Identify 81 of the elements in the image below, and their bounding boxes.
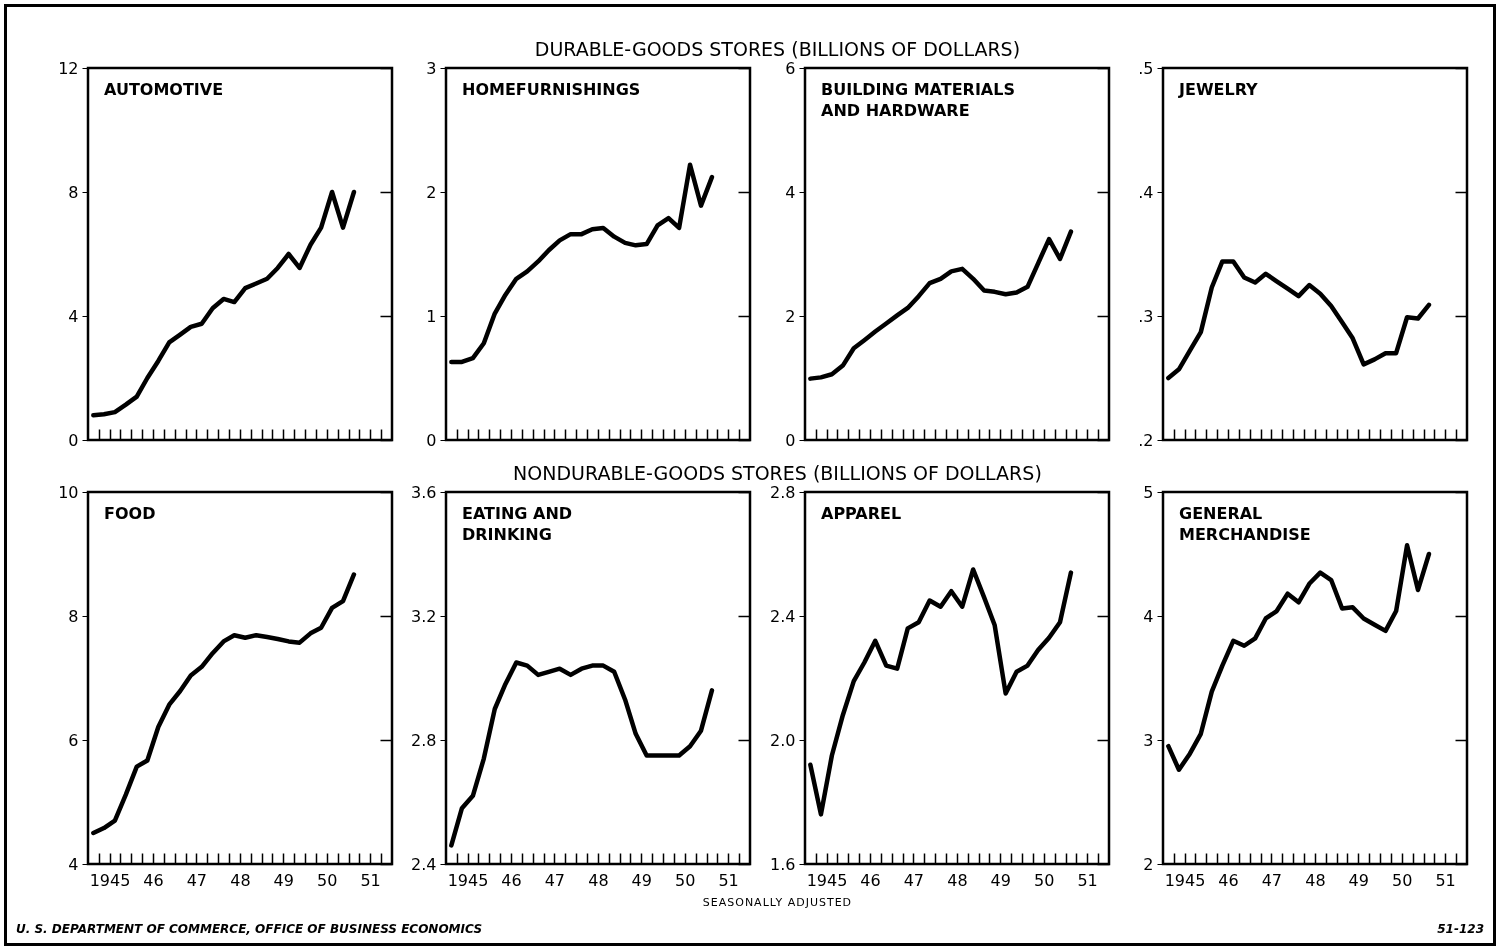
- x-tick-label: 50: [1391, 870, 1413, 890]
- x-tick-label: 51: [360, 870, 381, 890]
- y-tick-label: .2: [1138, 430, 1154, 450]
- x-tick-label: 1945: [89, 870, 131, 890]
- line-series: [449, 162, 715, 365]
- x-tick-label: 49: [273, 870, 294, 890]
- line-series: [1165, 259, 1432, 381]
- y-tick-label: 2.0: [769, 730, 796, 750]
- y-tick-label: 4: [1143, 606, 1154, 626]
- y-tick-label: 4: [784, 182, 796, 202]
- y-tick-label: 3.6: [411, 482, 437, 502]
- y-tick-label: 0: [784, 430, 796, 450]
- line-series: [1165, 543, 1432, 773]
- y-tick-label: 8: [68, 606, 79, 626]
- text: NONDURABLE-GOODS STORES (BILLIONS OF DOLLARS): [512, 462, 1043, 484]
- line-series: [807, 229, 1073, 381]
- x-tick-label: 46: [859, 870, 881, 890]
- x-tick-label: 50: [1033, 870, 1054, 890]
- y-tick-label: 2.4: [769, 606, 796, 626]
- y-tick-label: 2.8: [411, 730, 437, 750]
- x-tick-label: 47: [1261, 870, 1282, 890]
- text: AUTOMOTIVE: [104, 80, 224, 99]
- y-tick-label: 4: [68, 854, 79, 874]
- y-tick-label: 2: [1143, 854, 1154, 874]
- text: APPAREL: [820, 504, 901, 523]
- text: 51-123: [1437, 922, 1484, 936]
- y-tick-label: 6: [784, 58, 796, 78]
- y-tick-label: 10: [58, 482, 79, 502]
- text: JEWELRY: [1177, 80, 1258, 99]
- x-tick-label: 47: [544, 870, 566, 890]
- y-tick-label: 2: [426, 182, 437, 202]
- x-tick-label: 1945: [1164, 870, 1206, 890]
- y-tick-label: 4: [68, 306, 79, 326]
- y-tick-label: 1.6: [769, 854, 796, 874]
- text: BUILDING MATERIALS AND HARDWARE: [820, 80, 1015, 120]
- y-tick-label: 1: [426, 306, 437, 326]
- text: HOMEFURNISHINGS: [462, 80, 641, 99]
- y-tick-label: 12: [58, 58, 79, 78]
- text: EATING AND DRINKING: [462, 504, 573, 544]
- y-tick-label: 3.2: [411, 606, 437, 626]
- x-tick-label: 46: [501, 870, 522, 890]
- x-tick-label: 51: [1077, 870, 1098, 890]
- y-tick-label: 2: [784, 306, 796, 326]
- x-tick-label: 1945: [447, 870, 489, 890]
- y-tick-label: 3: [1143, 730, 1154, 750]
- text: DURABLE-GOODS STORES (BILLIONS OF DOLLARS): [533, 38, 1022, 60]
- y-tick-label: 6: [68, 730, 79, 750]
- line-series: [91, 572, 357, 836]
- x-tick-label: 49: [631, 870, 653, 890]
- x-tick-label: 50: [675, 870, 696, 890]
- y-tick-label: 2.8: [769, 482, 796, 502]
- x-tick-label: 48: [946, 870, 968, 890]
- y-tick-label: 8: [68, 182, 79, 202]
- y-tick-label: 0: [68, 430, 79, 450]
- y-tick-label: 3: [426, 58, 437, 78]
- y-tick-label: 0: [426, 430, 437, 450]
- line-series: [807, 567, 1073, 817]
- x-tick-label: 51: [1435, 870, 1456, 890]
- line-series: [449, 660, 715, 848]
- y-tick-label: .3: [1138, 306, 1154, 326]
- x-tick-label: 50: [317, 870, 338, 890]
- x-tick-label: 48: [588, 870, 609, 890]
- x-tick-label: 46: [143, 870, 164, 890]
- x-tick-label: 48: [1305, 870, 1326, 890]
- text: U. S. DEPARTMENT OF COMMERCE, OFFICE OF BUSINESS ECONOMICS: [16, 922, 483, 936]
- y-tick-label: .5: [1138, 58, 1154, 78]
- x-tick-label: 46: [1218, 870, 1239, 890]
- x-tick-label: 47: [903, 870, 924, 890]
- y-tick-label: 2.4: [411, 854, 437, 874]
- x-tick-label: 47: [186, 870, 208, 890]
- x-tick-label: 1945: [806, 870, 847, 890]
- line-series: [91, 189, 357, 418]
- text: FOOD: [104, 504, 156, 523]
- text: SEASONALLY ADJUSTED: [701, 896, 854, 909]
- x-tick-label: 51: [718, 870, 740, 890]
- x-tick-label: 49: [990, 870, 1011, 890]
- x-tick-label: 48: [230, 870, 251, 890]
- x-tick-label: 49: [1348, 870, 1369, 890]
- text: GENERAL MERCHANDISE: [1178, 504, 1311, 544]
- y-tick-label: .4: [1138, 182, 1154, 202]
- y-tick-label: 5: [1143, 482, 1154, 502]
